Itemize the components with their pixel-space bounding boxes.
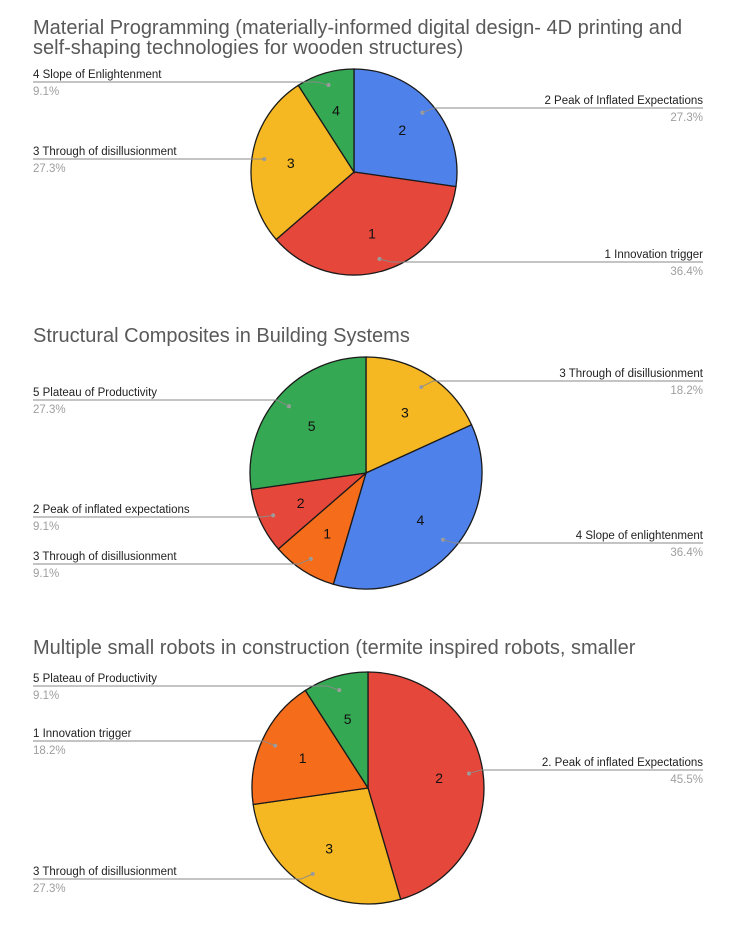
leader-line [420,380,703,388]
slice-percent: 27.3% [670,112,703,124]
slice-label: 3 Through of disillusionment [559,368,703,380]
slice-percent: 36.4% [670,266,703,278]
pie-chart-svg: 2 2 Peak of Inflated Expectations 27.3% 1 1 … [33,68,704,278]
chart-title: Material Programming (materially-informe… [33,17,683,59]
slice-number-label: 3 [401,405,409,421]
pie-chart-material-programming: Material Programming (materially-informe… [0,0,730,300]
slice-percent: 9.1% [33,86,59,98]
chart-title: Multiple small robots in construction (t… [33,637,636,659]
pie-chart-svg: 2 2. Peak of inflated Expectations 45.5% 3 3… [33,671,703,905]
pie-slice [252,787,402,905]
leader-dot [286,404,291,409]
pie-slice [249,356,367,491]
leader-line [422,107,703,114]
pie-chart-structural-composites: Structural Composites in Building System… [0,310,730,615]
slice-number-label: 3 [287,155,295,171]
slice-percent: 18.2% [33,745,66,757]
slice-number-label: 1 [299,750,307,766]
leader-line [468,769,703,774]
slice-percent: 27.3% [33,404,66,416]
leader-dot [441,537,446,542]
slice-label: 2 Peak of inflated expectations [33,504,190,516]
pie-slice [304,671,369,791]
slice-number-label: 4 [332,103,340,119]
slice-percent: 9.1% [33,690,59,702]
leader-line [33,514,274,518]
slice-label: 2. Peak of inflated Expectations [542,757,703,769]
leader-line [33,685,340,691]
pie-slice [250,84,355,241]
leader-dot [419,385,424,390]
slice-number-label: 5 [344,711,352,727]
slice-number-label: 1 [368,225,376,241]
slice-label: 3 Through of disillusionment [33,866,177,878]
slice-label: 5 Plateau of Productivity [33,673,157,685]
leader-line [33,399,290,407]
leader-line [379,258,703,263]
pie-slice [353,68,458,188]
pie-slice [365,356,473,475]
pie-slice [297,68,355,175]
slice-percent: 9.1% [33,521,59,533]
slice-number-label: 5 [308,418,316,434]
slice-percent: 9.1% [33,568,59,580]
pie-chart-svg: 3 3 Through of disillusionment 18.2% 4 4 Slo… [33,356,704,590]
pie-slice [367,671,485,901]
slice-label: 4 Slope of enlightenment [576,530,704,542]
leader-line [33,81,329,86]
slice-number-label: 2 [398,122,406,138]
slice-percent: 27.3% [33,163,66,175]
slice-number-label: 3 [325,841,333,857]
pie-slice [332,423,483,590]
slice-label: 5 Plateau of Productivity [33,387,157,399]
slice-number-label: 1 [323,526,331,542]
leader-line [33,873,313,880]
slice-percent: 45.5% [670,774,703,786]
slice-label: 1 Innovation trigger [605,249,704,261]
leader-line [442,539,703,544]
slice-label: 2 Peak of Inflated Expectations [544,95,703,107]
chart-title: Structural Composites in Building System… [33,325,410,347]
pie-chart-small-robots: Multiple small robots in construction (t… [0,620,730,938]
slice-percent: 36.4% [670,547,703,559]
slice-label: 3 Through of disillusionment [33,551,177,563]
slice-label: 1 Innovation trigger [33,728,132,740]
slice-percent: 18.2% [670,385,703,397]
leader-line [33,740,276,747]
pie-slice [275,171,457,276]
slice-number-label: 2 [435,770,443,786]
slice-number-label: 2 [297,495,305,511]
slice-label: 3 Through of disillusionment [33,146,177,158]
slice-percent: 27.3% [33,883,66,895]
leader-line [33,558,311,565]
pie-slice [251,689,370,806]
slice-number-label: 4 [417,512,425,528]
slice-label: 4 Slope of Enlightenment [33,69,162,81]
